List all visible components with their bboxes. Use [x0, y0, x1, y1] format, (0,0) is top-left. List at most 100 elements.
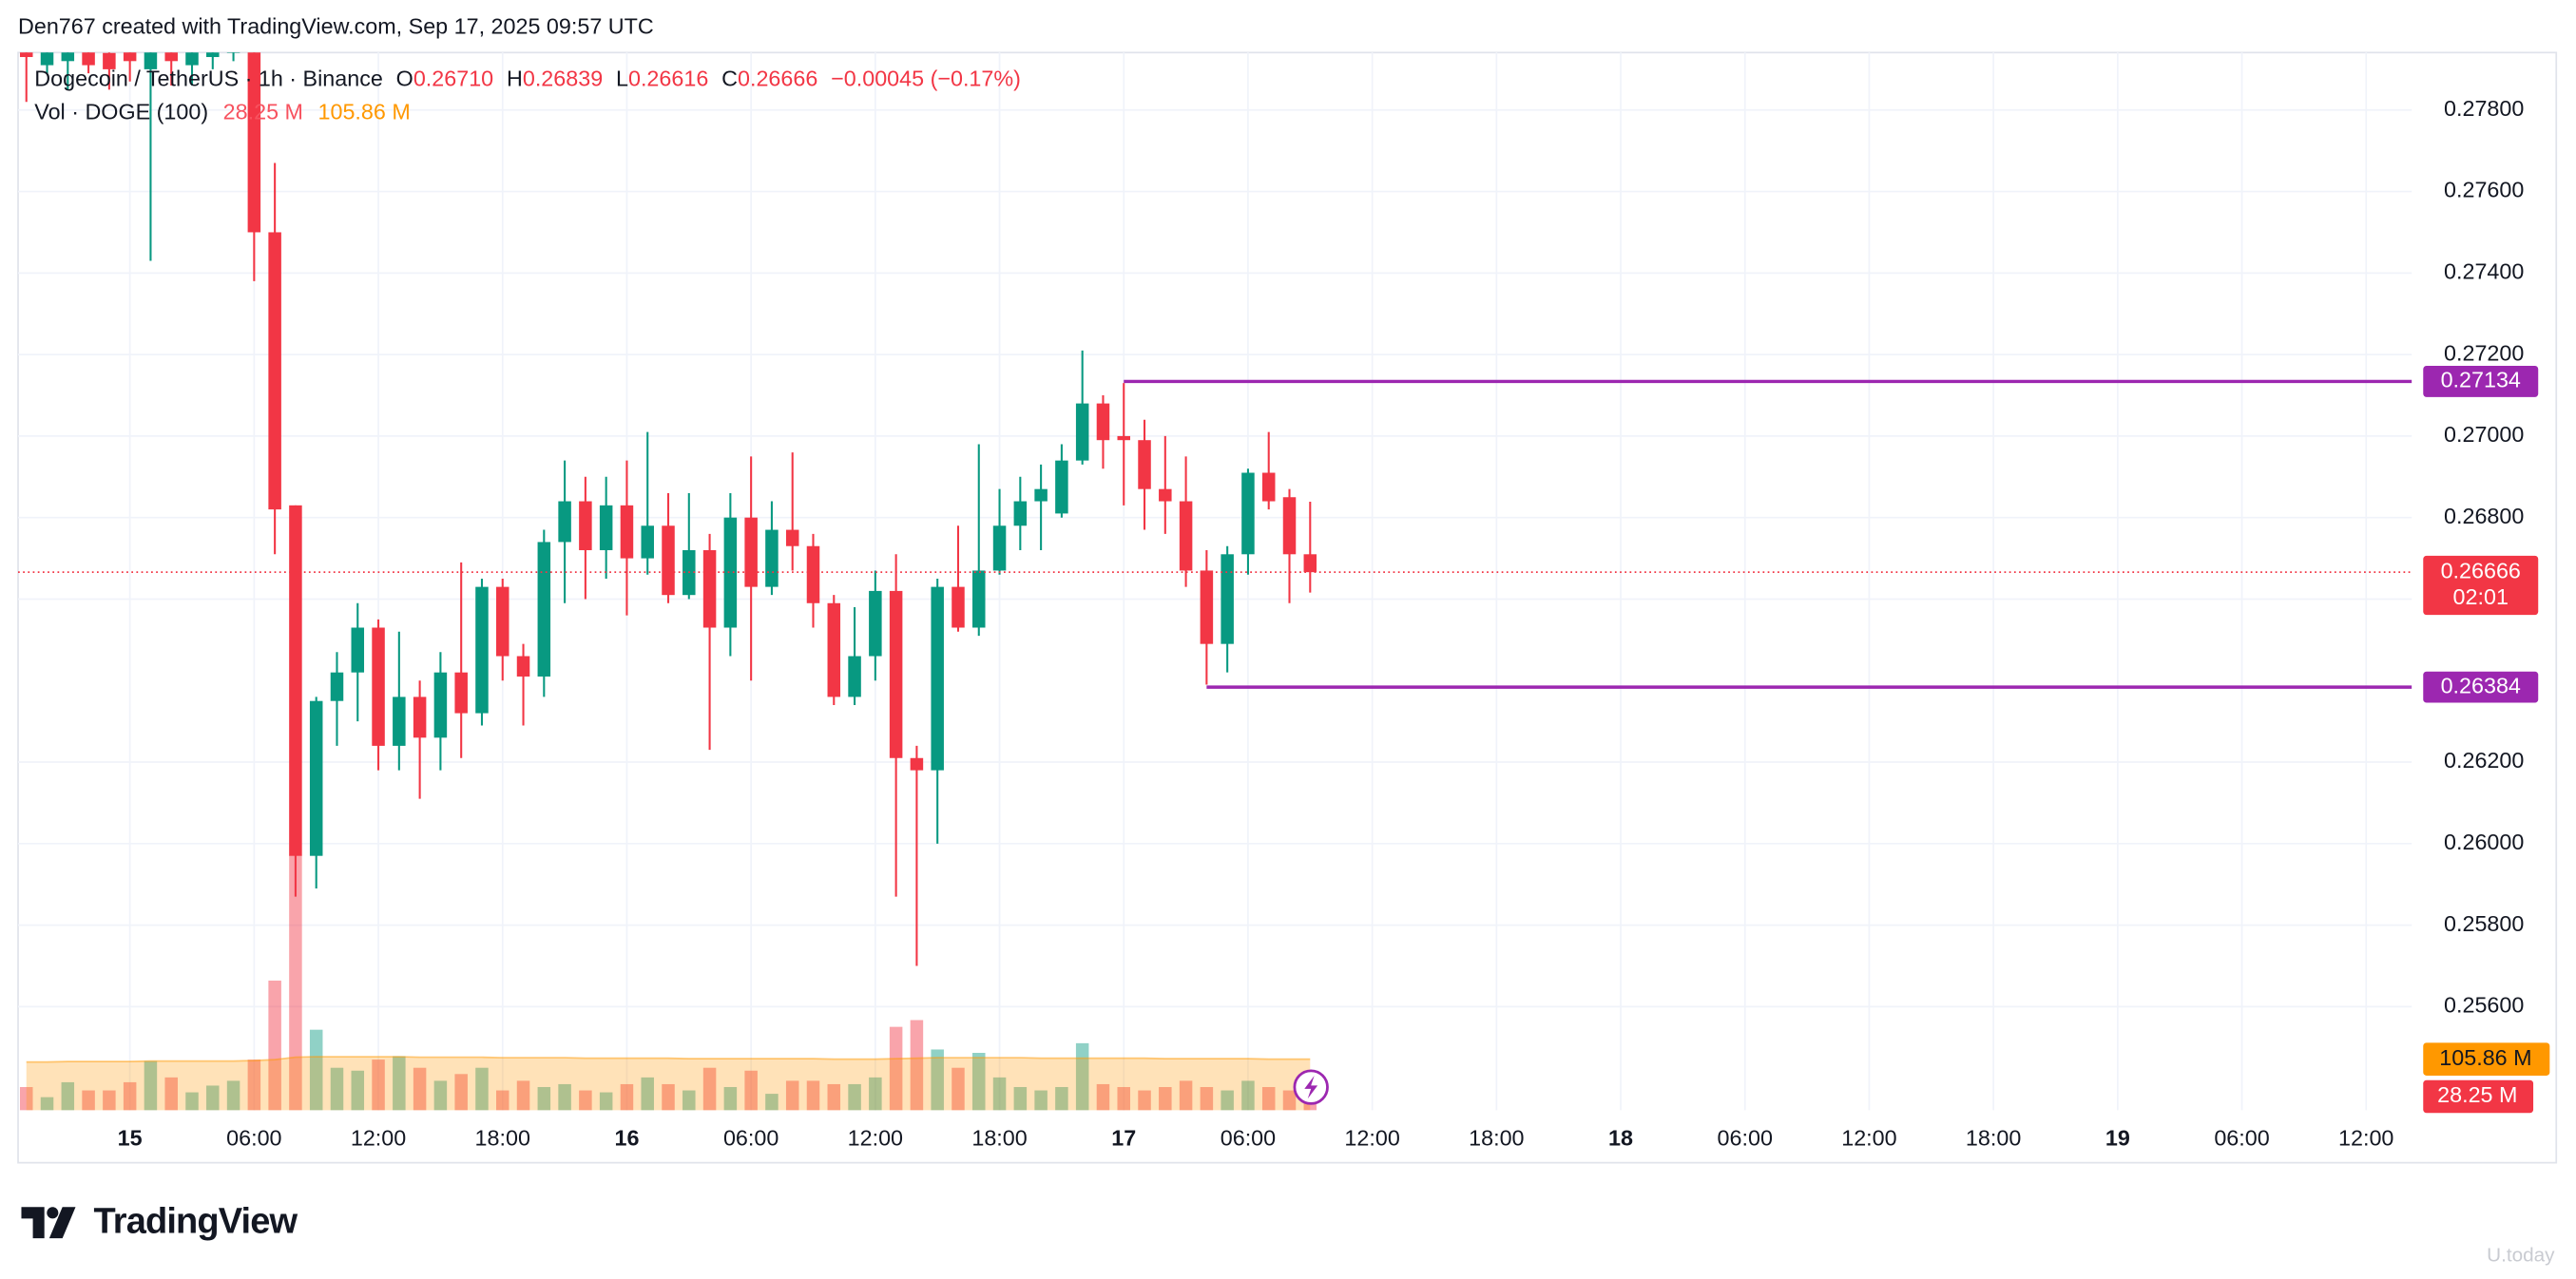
volume-bar [516, 1080, 530, 1111]
candle-body [1096, 403, 1110, 441]
y-tick-label: 0.27200 [2444, 340, 2524, 365]
candle-body [413, 697, 427, 738]
volume-ma-axis-box [2423, 1042, 2550, 1076]
candle-body [1241, 472, 1255, 555]
candle-body [599, 505, 613, 551]
candle-body [1117, 435, 1130, 441]
volume-bar [931, 1049, 944, 1111]
volume-bar [289, 854, 302, 1111]
countdown-label: 02:01 [2453, 584, 2509, 609]
volume-bar [662, 1083, 675, 1111]
candle-body [82, 52, 95, 66]
logo-text: TradingView [94, 1202, 298, 1242]
volume-bar [40, 1097, 54, 1111]
candle-body [889, 590, 903, 758]
replay-icon[interactable] [1293, 1069, 1329, 1105]
legend-change: −0.00045 (−0.17%) [831, 67, 1021, 91]
candle-body [537, 542, 551, 677]
candle-body [1013, 501, 1028, 526]
legend-key: L [616, 67, 628, 91]
volume-bar [723, 1086, 738, 1111]
volume-bar [103, 1090, 116, 1111]
legend-value: 0.26710 [413, 67, 493, 91]
volume-bar [372, 1059, 385, 1111]
volume-axis-box [2423, 1079, 2534, 1114]
volume-bar [1200, 1086, 1214, 1111]
volume-bar [952, 1067, 965, 1111]
volume-bar [765, 1094, 779, 1111]
logo: TradingView [21, 1202, 298, 1242]
volume-bar [1055, 1086, 1068, 1111]
volume-bar [164, 1077, 178, 1111]
volume-bar [641, 1077, 654, 1111]
candle-body [744, 517, 758, 587]
x-tick-label: 06:00 [2214, 1126, 2269, 1151]
legend-key: H [507, 67, 523, 91]
candle-body [558, 501, 571, 543]
volume-bar [992, 1077, 1007, 1111]
candle-body [351, 627, 365, 673]
volume-pane [19, 854, 1317, 1111]
volume-bar [206, 1085, 220, 1111]
candle-body [1159, 488, 1172, 502]
candle-body [185, 52, 199, 66]
volume-bar [61, 1081, 75, 1111]
candle-body [454, 672, 468, 714]
header: Den767 created with TradingView.com, Sep… [18, 14, 654, 39]
volume-bar [144, 1060, 158, 1111]
volume-title: Vol · DOGE (100) [34, 99, 208, 124]
candle-body [123, 52, 137, 62]
chart-frame [17, 51, 2558, 1164]
candle-body [806, 545, 820, 603]
candle-body [1138, 440, 1151, 489]
candle-body [475, 586, 489, 714]
volume-last: 28.25 M [223, 99, 303, 124]
grid [18, 52, 2413, 1111]
candle-body [40, 52, 54, 66]
volume-bar [744, 1070, 758, 1111]
volume-bar [1013, 1086, 1028, 1111]
candle-body [931, 586, 944, 771]
y-tick-label: 0.25800 [2444, 911, 2524, 936]
volume-bar [785, 1080, 799, 1111]
candle-body [641, 525, 654, 559]
symbol-title: Dogecoin / TetherUS · 1h · Binance [34, 67, 383, 91]
candle-body [1282, 497, 1297, 555]
candle-body [372, 627, 385, 746]
legend-key: C [721, 67, 738, 91]
y-tick-label: 0.26200 [2444, 748, 2524, 773]
candle-body [1179, 501, 1193, 571]
volume-bar [351, 1070, 365, 1111]
volume-bar [247, 1059, 261, 1111]
volume-bar [579, 1090, 592, 1111]
candle-body [164, 52, 178, 62]
candle-body [662, 525, 675, 596]
watermark: U.today [2487, 1245, 2555, 1267]
x-tick-label: 18:00 [475, 1126, 530, 1151]
volume-bar [393, 1056, 406, 1111]
candle-body [910, 757, 924, 771]
x-tick-label: 06:00 [723, 1126, 779, 1151]
volume-bar [848, 1083, 861, 1111]
volume-bar [869, 1077, 882, 1111]
y-tick-label: 0.27000 [2444, 422, 2524, 447]
candle-body [702, 550, 717, 628]
level-label-box [2423, 366, 2539, 397]
volume-bar [537, 1086, 551, 1111]
x-tick-label: 12:00 [2338, 1126, 2393, 1151]
candle-body [1221, 554, 1234, 644]
candle-body [103, 52, 116, 69]
volume-bar [1034, 1090, 1048, 1111]
candle-body [19, 52, 33, 58]
x-tick-label: 19 [2105, 1126, 2130, 1151]
volume-bar [454, 1074, 468, 1111]
volume-bar [1261, 1086, 1276, 1111]
volume-bar [682, 1090, 696, 1111]
candle-body [972, 570, 986, 628]
candle-body [309, 700, 323, 856]
volume-bar [226, 1080, 240, 1111]
x-tick-label: 12:00 [1841, 1126, 1896, 1151]
x-tick-label: 18:00 [1469, 1126, 1524, 1151]
candle-body [827, 602, 841, 697]
